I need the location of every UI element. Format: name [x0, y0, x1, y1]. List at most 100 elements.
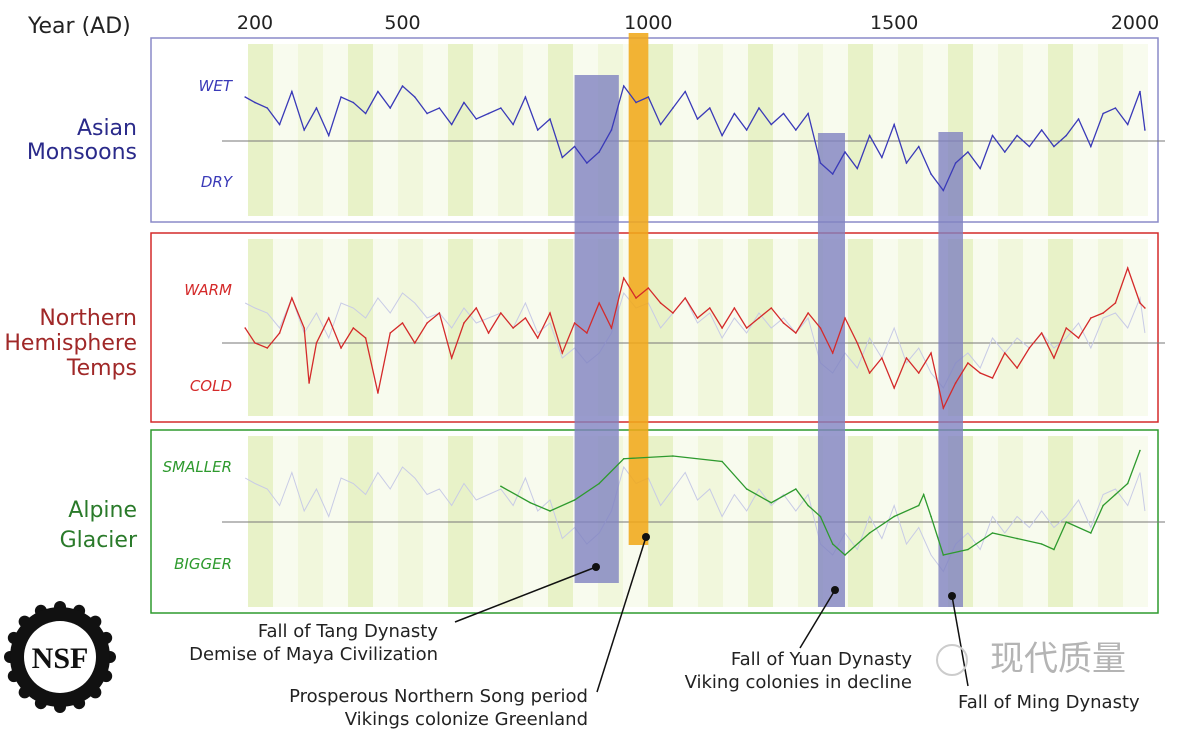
background-stripe	[398, 239, 423, 416]
data-point	[1053, 145, 1055, 148]
data-point	[586, 332, 588, 334]
data-point	[745, 129, 748, 131]
data-point	[807, 312, 809, 314]
data-point	[389, 107, 392, 109]
data-point	[1003, 151, 1006, 153]
data-point	[917, 504, 920, 507]
data-point	[340, 96, 342, 98]
data-point	[1102, 312, 1104, 314]
data-point	[524, 96, 527, 98]
background-stripe	[1023, 239, 1048, 416]
data-point	[819, 162, 822, 164]
data-point	[696, 317, 699, 319]
data-point	[1065, 134, 1068, 137]
annotation-leader	[596, 536, 647, 693]
panel-frame-1	[150, 232, 1159, 423]
data-point	[549, 312, 551, 314]
watermark-text: 现代质量	[990, 639, 1126, 679]
data-point	[549, 510, 551, 512]
data-point	[291, 90, 293, 93]
background-stripe	[998, 239, 1023, 416]
data-point	[598, 302, 600, 304]
data-point	[586, 162, 588, 164]
background-stripe	[323, 239, 348, 416]
background-stripe	[1098, 239, 1123, 416]
panel-title: Asian	[77, 116, 137, 141]
data-point	[819, 515, 822, 518]
background-stripe	[298, 44, 323, 216]
wechat-icon	[936, 644, 968, 676]
data-point	[308, 382, 310, 384]
highlight-band	[817, 133, 845, 607]
x-tick-label: 1000	[624, 12, 672, 34]
background-stripe	[673, 239, 698, 416]
data-point	[770, 501, 773, 504]
data-point	[529, 501, 532, 504]
data-point	[549, 118, 551, 120]
data-point	[672, 455, 674, 457]
data-point	[512, 327, 514, 329]
data-point	[721, 327, 723, 329]
panel-title: Glacier	[60, 528, 138, 553]
data-point	[438, 312, 441, 314]
data-point	[1144, 129, 1146, 131]
background-stripe	[423, 239, 448, 416]
data-point	[745, 327, 748, 329]
data-point	[942, 189, 945, 192]
data-point	[831, 352, 834, 354]
data-point	[856, 167, 859, 170]
data-point	[881, 357, 883, 359]
data-point	[1040, 543, 1043, 545]
bottom-label: COLD	[190, 377, 232, 395]
data-point	[1126, 482, 1129, 485]
background-stripe	[973, 44, 998, 216]
data-point	[266, 107, 269, 109]
data-point	[1053, 548, 1055, 551]
x-tick-label: 200	[237, 12, 273, 34]
data-point	[1090, 532, 1092, 534]
panel-title: Northern	[39, 306, 137, 331]
data-point	[622, 277, 625, 279]
background-stripe	[373, 44, 398, 216]
data-point	[733, 307, 736, 309]
data-point	[244, 96, 246, 98]
data-point	[684, 90, 687, 93]
data-point	[266, 347, 269, 349]
data-point	[930, 173, 932, 175]
data-point	[967, 151, 969, 153]
annotation-label: Fall of Tang Dynasty	[258, 621, 439, 642]
background-stripe	[1048, 44, 1073, 216]
data-point	[868, 372, 871, 374]
data-point	[659, 302, 662, 304]
data-point	[500, 312, 502, 314]
data-point	[561, 352, 564, 354]
data-point	[954, 162, 957, 164]
data-point	[536, 129, 539, 131]
background-stripe	[373, 239, 398, 416]
background-stripe	[473, 44, 498, 216]
data-point	[463, 101, 465, 104]
data-point	[340, 347, 342, 349]
data-point	[278, 332, 281, 334]
background-stripe	[848, 44, 873, 216]
data-point	[819, 327, 822, 329]
background-stripe	[348, 44, 373, 216]
data-point	[954, 382, 957, 384]
background-stripe	[398, 44, 423, 216]
logo-center	[24, 621, 96, 693]
data-point	[770, 307, 773, 309]
data-point	[991, 134, 994, 137]
data-point	[844, 554, 846, 556]
data-point	[991, 377, 994, 379]
annotation-label: Prosperous Northern Song period	[289, 686, 588, 707]
ghost-monsoon-line	[244, 291, 1146, 389]
background-stripe	[698, 239, 723, 416]
data-point	[303, 327, 305, 329]
data-point	[979, 167, 982, 170]
data-point	[438, 107, 441, 109]
data-point	[659, 123, 662, 126]
data-point	[721, 460, 723, 463]
background-stripe	[348, 239, 373, 416]
data-point	[1144, 307, 1146, 309]
data-point	[684, 297, 687, 299]
